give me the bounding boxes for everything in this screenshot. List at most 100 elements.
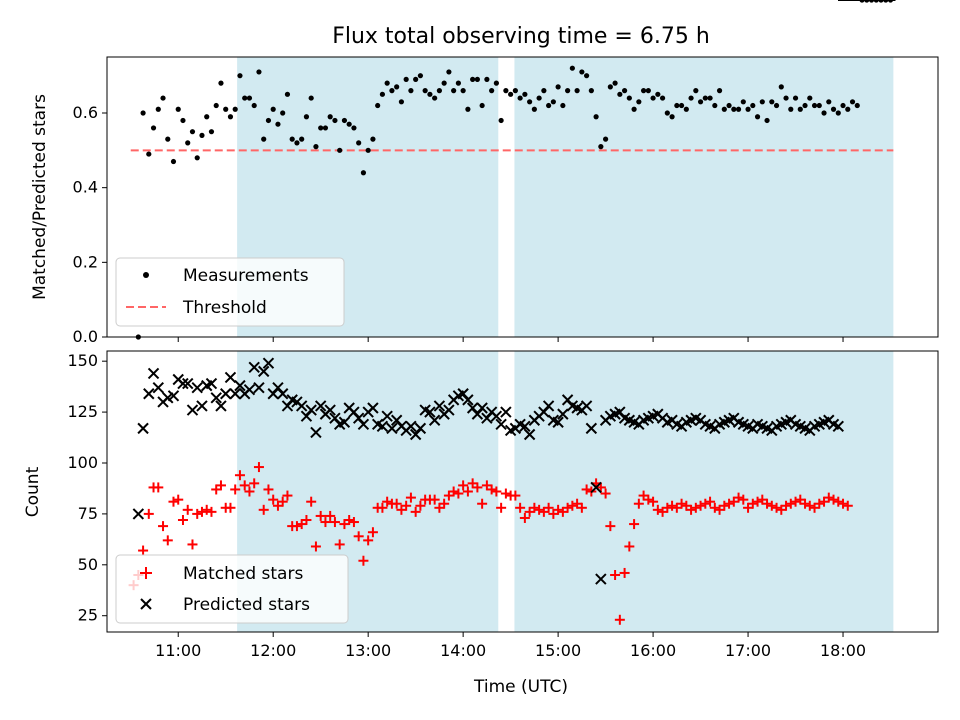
predicted-star-point-b <box>827 418 840 431</box>
matched-star-point <box>491 486 502 497</box>
predicted-star-point-b <box>205 377 218 390</box>
measurement-point <box>636 99 642 105</box>
predicted-star-point-b <box>547 414 560 426</box>
measurement-point <box>451 88 457 94</box>
matched-star-point <box>234 470 245 481</box>
measurement-point <box>797 106 803 112</box>
measurement-point <box>417 73 424 79</box>
predicted-stars-points <box>132 0 896 585</box>
predicted-star-point-b <box>229 388 241 400</box>
measurement-point <box>408 88 414 94</box>
predicted-star-point-b <box>352 412 365 424</box>
measurement-point <box>840 102 846 109</box>
predicted-star-point-b <box>495 418 507 431</box>
measurement-point <box>470 76 476 82</box>
matched-star-point <box>619 567 630 578</box>
predicted-star-point <box>443 404 455 416</box>
predicted-star-point <box>314 400 327 412</box>
matched-star-point <box>291 521 302 532</box>
legend-measurements-label: Measurements <box>183 266 309 286</box>
matched-star-point <box>648 496 659 507</box>
matched-star-point <box>391 498 402 509</box>
measurement-point <box>360 170 367 176</box>
measurement-point <box>536 95 542 101</box>
measurement-point <box>474 76 480 82</box>
matched-star-point <box>529 502 540 513</box>
predicted-star-point-b <box>704 420 716 433</box>
matched-star-point <box>196 506 207 517</box>
matched-star-point <box>510 490 521 501</box>
predicted-star-point <box>462 394 474 406</box>
measurement-point <box>308 95 314 101</box>
measurement-point <box>603 136 609 142</box>
matched-star-point <box>595 482 606 493</box>
measurement-point <box>849 99 856 105</box>
predicted-star-point <box>476 402 488 414</box>
matched-star-point <box>838 498 849 509</box>
predicted-star-point <box>338 416 351 428</box>
measurement-point <box>275 121 281 127</box>
measurement-point <box>764 117 770 124</box>
predicted-star-point-b <box>305 404 317 416</box>
predicted-star-point-b <box>428 414 441 426</box>
count-legend-box <box>115 554 349 624</box>
measurement-point <box>251 102 257 109</box>
measurement-point <box>318 125 324 131</box>
measurement-point <box>413 76 419 82</box>
predicted-star-point <box>143 388 155 400</box>
predicted-star-point <box>590 481 602 494</box>
measurement-point <box>455 80 461 86</box>
predicted-star-point-b <box>671 418 683 431</box>
predicted-star-point-b <box>324 404 336 416</box>
predicted-star-point-b <box>338 416 351 428</box>
matched-star-point <box>239 480 250 491</box>
ratio-x-ticks <box>177 337 844 342</box>
observing-windows <box>237 57 894 337</box>
measurement-point <box>574 88 580 94</box>
measurement-point <box>446 69 452 75</box>
legend-predicted-marker <box>140 598 152 610</box>
matched-star-point <box>358 555 369 566</box>
predicted-star-point <box>248 361 260 373</box>
measurement-point <box>588 88 594 94</box>
predicted-star-point <box>495 418 507 431</box>
shaded-interval <box>514 351 894 632</box>
measurement-point <box>712 102 718 109</box>
matched-star-point <box>453 488 464 499</box>
measurement-point <box>579 69 585 75</box>
matched-star-point <box>738 494 749 505</box>
measurement-point <box>185 140 191 146</box>
measurement-point <box>403 76 409 82</box>
measurement-point <box>208 129 215 135</box>
predicted-star-point <box>386 422 398 435</box>
predicted-star-point <box>500 406 512 418</box>
matched-star-point <box>781 500 792 511</box>
matched-star-point <box>192 508 203 519</box>
matched-star-point <box>610 569 621 580</box>
predicted-star-point-b <box>215 400 227 412</box>
matched-star-point <box>315 510 326 521</box>
measurement-point <box>664 110 670 116</box>
measurement-point <box>223 106 229 112</box>
measurement-point <box>631 106 637 112</box>
matched-star-point <box>629 519 640 530</box>
y-tick-label: 25 <box>78 606 98 625</box>
matched-star-point <box>676 498 687 509</box>
predicted-star-point-b <box>737 418 750 431</box>
predicted-star-point-b <box>457 388 469 400</box>
measurement-point <box>726 102 732 109</box>
matched-star-point <box>310 541 321 552</box>
measurement-point <box>332 117 338 124</box>
predicted-star-point <box>424 406 436 418</box>
predicted-star-point-b <box>386 422 398 435</box>
ratio-y-ticks: 0.0 0.2 0.4 0.6 <box>73 103 107 346</box>
matched-star-point <box>543 502 554 513</box>
matched-star-point <box>790 496 801 507</box>
measurement-point <box>165 136 171 142</box>
predicted-star-point-b <box>220 388 232 400</box>
predicted-star-point-b <box>699 418 712 431</box>
measurement-point <box>754 114 761 120</box>
predicted-star-point <box>324 404 336 416</box>
measurement-point <box>256 69 262 75</box>
matched-star-point <box>762 498 773 509</box>
